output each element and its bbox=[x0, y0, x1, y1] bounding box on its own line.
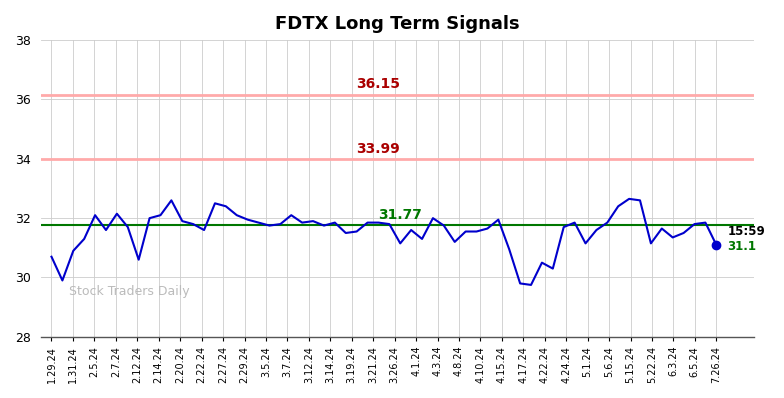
Text: 15:59: 15:59 bbox=[728, 225, 765, 238]
Text: 33.99: 33.99 bbox=[357, 142, 401, 156]
Text: 31.77: 31.77 bbox=[379, 208, 422, 222]
Text: 31.1: 31.1 bbox=[728, 240, 757, 253]
Title: FDTX Long Term Signals: FDTX Long Term Signals bbox=[275, 15, 520, 33]
Text: 36.15: 36.15 bbox=[357, 78, 401, 92]
Text: Stock Traders Daily: Stock Traders Daily bbox=[69, 285, 190, 298]
